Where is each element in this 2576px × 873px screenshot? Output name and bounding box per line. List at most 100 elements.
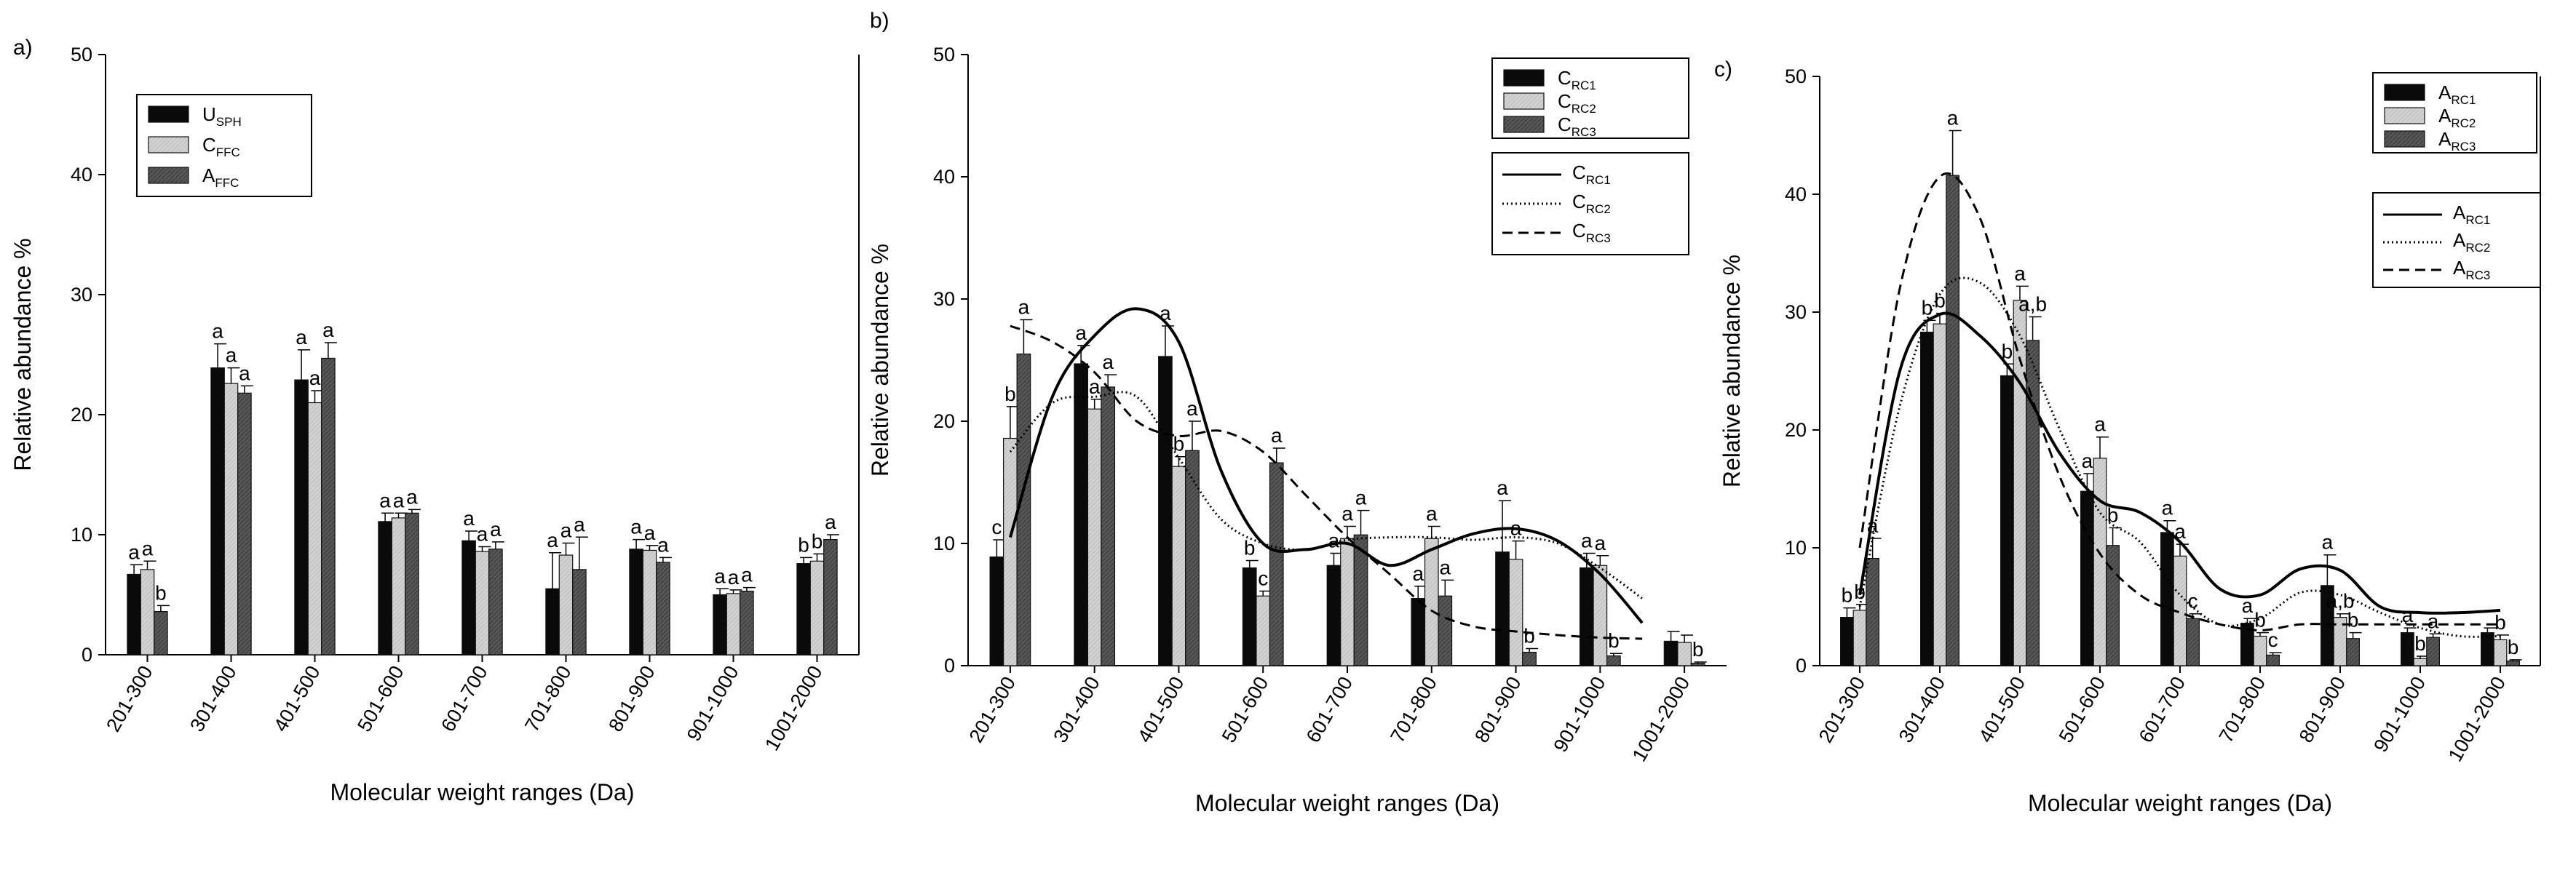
x-tick-label: 701-800 xyxy=(2215,673,2270,746)
x-tick-label: 901-1000 xyxy=(2369,673,2430,756)
bar xyxy=(1185,450,1200,666)
y-tick-label: 30 xyxy=(71,284,92,306)
bar xyxy=(809,560,825,655)
bar xyxy=(1242,567,1257,666)
y-tick-label: 10 xyxy=(933,533,955,554)
significance-label: a xyxy=(547,529,558,551)
bar xyxy=(1606,655,1621,666)
significance-label: b xyxy=(2347,609,2359,631)
bar xyxy=(1101,386,1116,666)
x-tick-label: 801-900 xyxy=(604,662,659,736)
x-axis-title: Molecular weight ranges (Da) xyxy=(330,779,635,805)
significance-label: a xyxy=(239,362,250,384)
x-tick-label: 401-500 xyxy=(1975,673,2030,746)
legend-label: ARC1 xyxy=(2453,202,2490,227)
significance-label: a xyxy=(1581,529,1593,551)
significance-label: a xyxy=(2082,450,2093,472)
bar xyxy=(2401,632,2414,666)
significance-label: b xyxy=(1692,638,1704,661)
significance-label: b xyxy=(1173,433,1185,455)
significance-label: a xyxy=(477,523,488,546)
significance-label: b xyxy=(1004,383,1016,405)
y-tick-label: 0 xyxy=(82,644,92,666)
significance-label: b xyxy=(798,533,809,556)
significance-label: a xyxy=(1102,351,1114,373)
bar xyxy=(1663,640,1679,666)
bar xyxy=(558,554,574,655)
trend-line xyxy=(1858,311,2501,615)
significance-label: a xyxy=(741,564,753,586)
x-tick-label: 201-300 xyxy=(965,673,1021,746)
significance-label: a xyxy=(1271,424,1283,447)
significance-label: b xyxy=(1842,584,1853,607)
trend-line xyxy=(1858,172,2500,631)
significance-label: b xyxy=(1523,624,1535,647)
bar xyxy=(1158,356,1173,666)
significance-label: b xyxy=(1608,629,1620,652)
bar xyxy=(1522,651,1537,666)
y-tick-label: 30 xyxy=(933,288,955,310)
line-legend: CRC1 CRC2 CRC3 xyxy=(1491,152,1689,255)
bar xyxy=(1933,323,1947,666)
bar xyxy=(1003,437,1018,666)
y-tick-label: 0 xyxy=(944,655,955,677)
significance-label: a xyxy=(226,344,237,367)
line-legend-box xyxy=(2372,192,2541,288)
x-tick-label: 1001-2000 xyxy=(761,662,827,754)
panel-letter: a) xyxy=(13,36,33,60)
x-tick-label: 701-800 xyxy=(1386,673,1441,746)
significance-label: a xyxy=(560,519,572,542)
bar xyxy=(2253,635,2267,666)
bar xyxy=(726,593,741,655)
bar xyxy=(2000,375,2014,666)
bar xyxy=(1326,565,1341,666)
bar xyxy=(1087,408,1102,666)
x-tick-label: 1001-2000 xyxy=(1628,673,1695,765)
legend-label: CRC2 xyxy=(1572,191,1611,216)
legend-swatch xyxy=(148,105,189,123)
x-tick-label: 901-1000 xyxy=(683,662,743,745)
y-tick-label: 50 xyxy=(1785,65,1807,87)
bar xyxy=(713,594,727,655)
bar xyxy=(1256,595,1271,666)
x-tick-label: 201-300 xyxy=(1815,673,1870,746)
significance-label: a xyxy=(490,518,502,541)
bar xyxy=(1677,642,1692,666)
y-tick-label: 40 xyxy=(71,164,92,186)
legend-label: ARC2 xyxy=(2438,105,2476,130)
significance-label: c xyxy=(1258,567,1268,590)
legend-label: AFFC xyxy=(202,164,239,190)
significance-label: a xyxy=(2014,262,2026,284)
bar xyxy=(1852,610,1867,666)
y-tick-label: 30 xyxy=(1785,301,1807,323)
bar xyxy=(2266,654,2280,666)
bar xyxy=(1424,538,1439,666)
bar xyxy=(1269,462,1284,666)
bar xyxy=(989,556,1004,666)
legend: USPH CFFC AFFC xyxy=(136,94,312,197)
significance-label: a xyxy=(463,507,475,530)
bar xyxy=(2093,458,2107,666)
bar xyxy=(2346,638,2361,666)
significance-label: a xyxy=(406,485,418,508)
bar xyxy=(823,538,838,655)
legend-swatch xyxy=(1503,92,1545,110)
bar xyxy=(740,590,754,655)
significance-label: a xyxy=(1595,532,1606,554)
y-tick-label: 40 xyxy=(1785,183,1807,205)
bar xyxy=(488,549,503,655)
x-tick-label: 401-500 xyxy=(269,662,325,736)
significance-label: a xyxy=(1426,502,1438,525)
y-axis-title: Relative abundance % xyxy=(9,238,36,471)
bar xyxy=(2426,637,2441,666)
legend-swatch xyxy=(2384,84,2425,101)
significance-label: b xyxy=(155,581,167,604)
significance-label: b xyxy=(1934,290,1946,312)
chart-panel-3: c) 0 10 20 30 40 50 201-300 301-400 401-500 501-60… xyxy=(1714,57,2541,816)
x-tick-label: 801-900 xyxy=(2295,673,2350,746)
significance-label: a xyxy=(212,320,223,343)
bar xyxy=(1411,597,1426,666)
bar xyxy=(2413,658,2428,666)
